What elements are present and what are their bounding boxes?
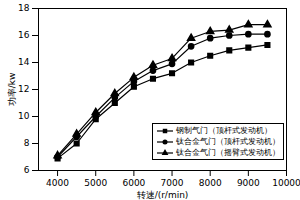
svg-text:6: 6 — [24, 165, 30, 175]
svg-text:9000: 9000 — [237, 178, 260, 188]
svg-text:12: 12 — [18, 84, 29, 94]
svg-text:10000: 10000 — [272, 178, 300, 188]
svg-text:7000: 7000 — [161, 178, 184, 188]
svg-text:10: 10 — [18, 111, 30, 121]
svg-text:14: 14 — [18, 57, 30, 67]
svg-text:16: 16 — [18, 30, 30, 40]
html-text:钢制气门（顶杆式发动机）: 钢制气门（顶杆式发动机） — [176, 126, 272, 135]
html-text:钛合金气门（摇臂式发动机）: 钛合金气门（摇臂式发动机） — [176, 148, 280, 157]
svg-text:5000: 5000 — [84, 178, 107, 188]
svg-text:8000: 8000 — [199, 178, 222, 188]
svg-text:18: 18 — [18, 3, 30, 13]
svg-text:转速/(r/min): 转速/(r/min) — [137, 190, 189, 200]
svg-text:6000: 6000 — [122, 178, 145, 188]
html-text:钛合金气门（顶杆式发动机）: 钛合金气门（顶杆式发动机） — [176, 137, 280, 146]
svg-text:4000: 4000 — [46, 178, 69, 188]
svg-text:功率/kw: 功率/kw — [7, 73, 17, 107]
svg-text:8: 8 — [24, 138, 30, 148]
